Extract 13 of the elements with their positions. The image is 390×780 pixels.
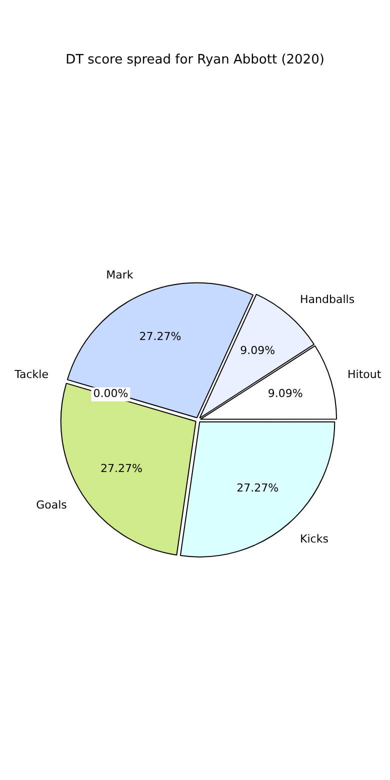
data-label: 9.09% <box>268 387 303 400</box>
slice-label: Hitout <box>347 368 382 382</box>
chart-title: DT score spread for Ryan Abbott (2020) <box>66 52 324 68</box>
text: 0.00% <box>93 387 128 400</box>
data-label: 27.27% <box>236 482 279 495</box>
slice-label: Mark <box>106 268 134 282</box>
slice-label: Handballs <box>300 293 355 306</box>
slice-label: Goals <box>36 498 68 512</box>
data-label: 27.27% <box>100 462 142 476</box>
data-label: 9.09% <box>240 344 276 358</box>
slice-label: Kicks <box>300 532 329 546</box>
data-label: 27.27% <box>139 330 182 344</box>
category-label: Tackle <box>14 368 49 382</box>
